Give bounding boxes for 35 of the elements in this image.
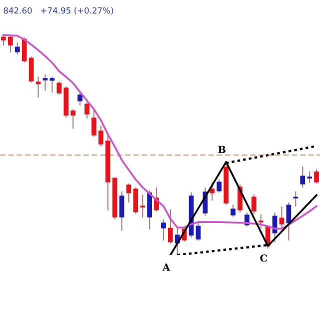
candlestick [300,166,306,188]
text: 842.60 +74.95 (+0.27%) [4,7,114,15]
candlestick [286,202,292,241]
candlestick [140,194,146,218]
candlestick [22,37,27,63]
candlestick [216,180,222,193]
candlestick [70,109,76,128]
candlestick [307,171,312,183]
candlestick [126,184,132,203]
candlestick [293,191,298,206]
candlestick [251,194,256,214]
candlestick [8,35,13,52]
candlestick [98,125,104,147]
candlestick [133,187,138,214]
annotation: C [260,254,268,262]
candlestick [161,220,166,241]
candlestick [28,56,34,83]
candlestick [196,222,201,241]
candlestick [258,214,264,229]
candlestick [42,74,48,90]
candlestick [56,81,62,94]
annotation: A [162,264,170,271]
candlestick [84,102,90,119]
candlestick [230,204,236,217]
candlestick [279,206,284,229]
candlestick [119,191,124,231]
candlestick [78,92,82,106]
candlestick [14,42,20,54]
candlestick [36,76,41,98]
candlestick [210,182,215,201]
candlestick [91,109,96,137]
candlestick [50,76,55,92]
candlestick [314,169,319,184]
annotation: B [218,146,226,153]
candlestick [168,209,173,244]
